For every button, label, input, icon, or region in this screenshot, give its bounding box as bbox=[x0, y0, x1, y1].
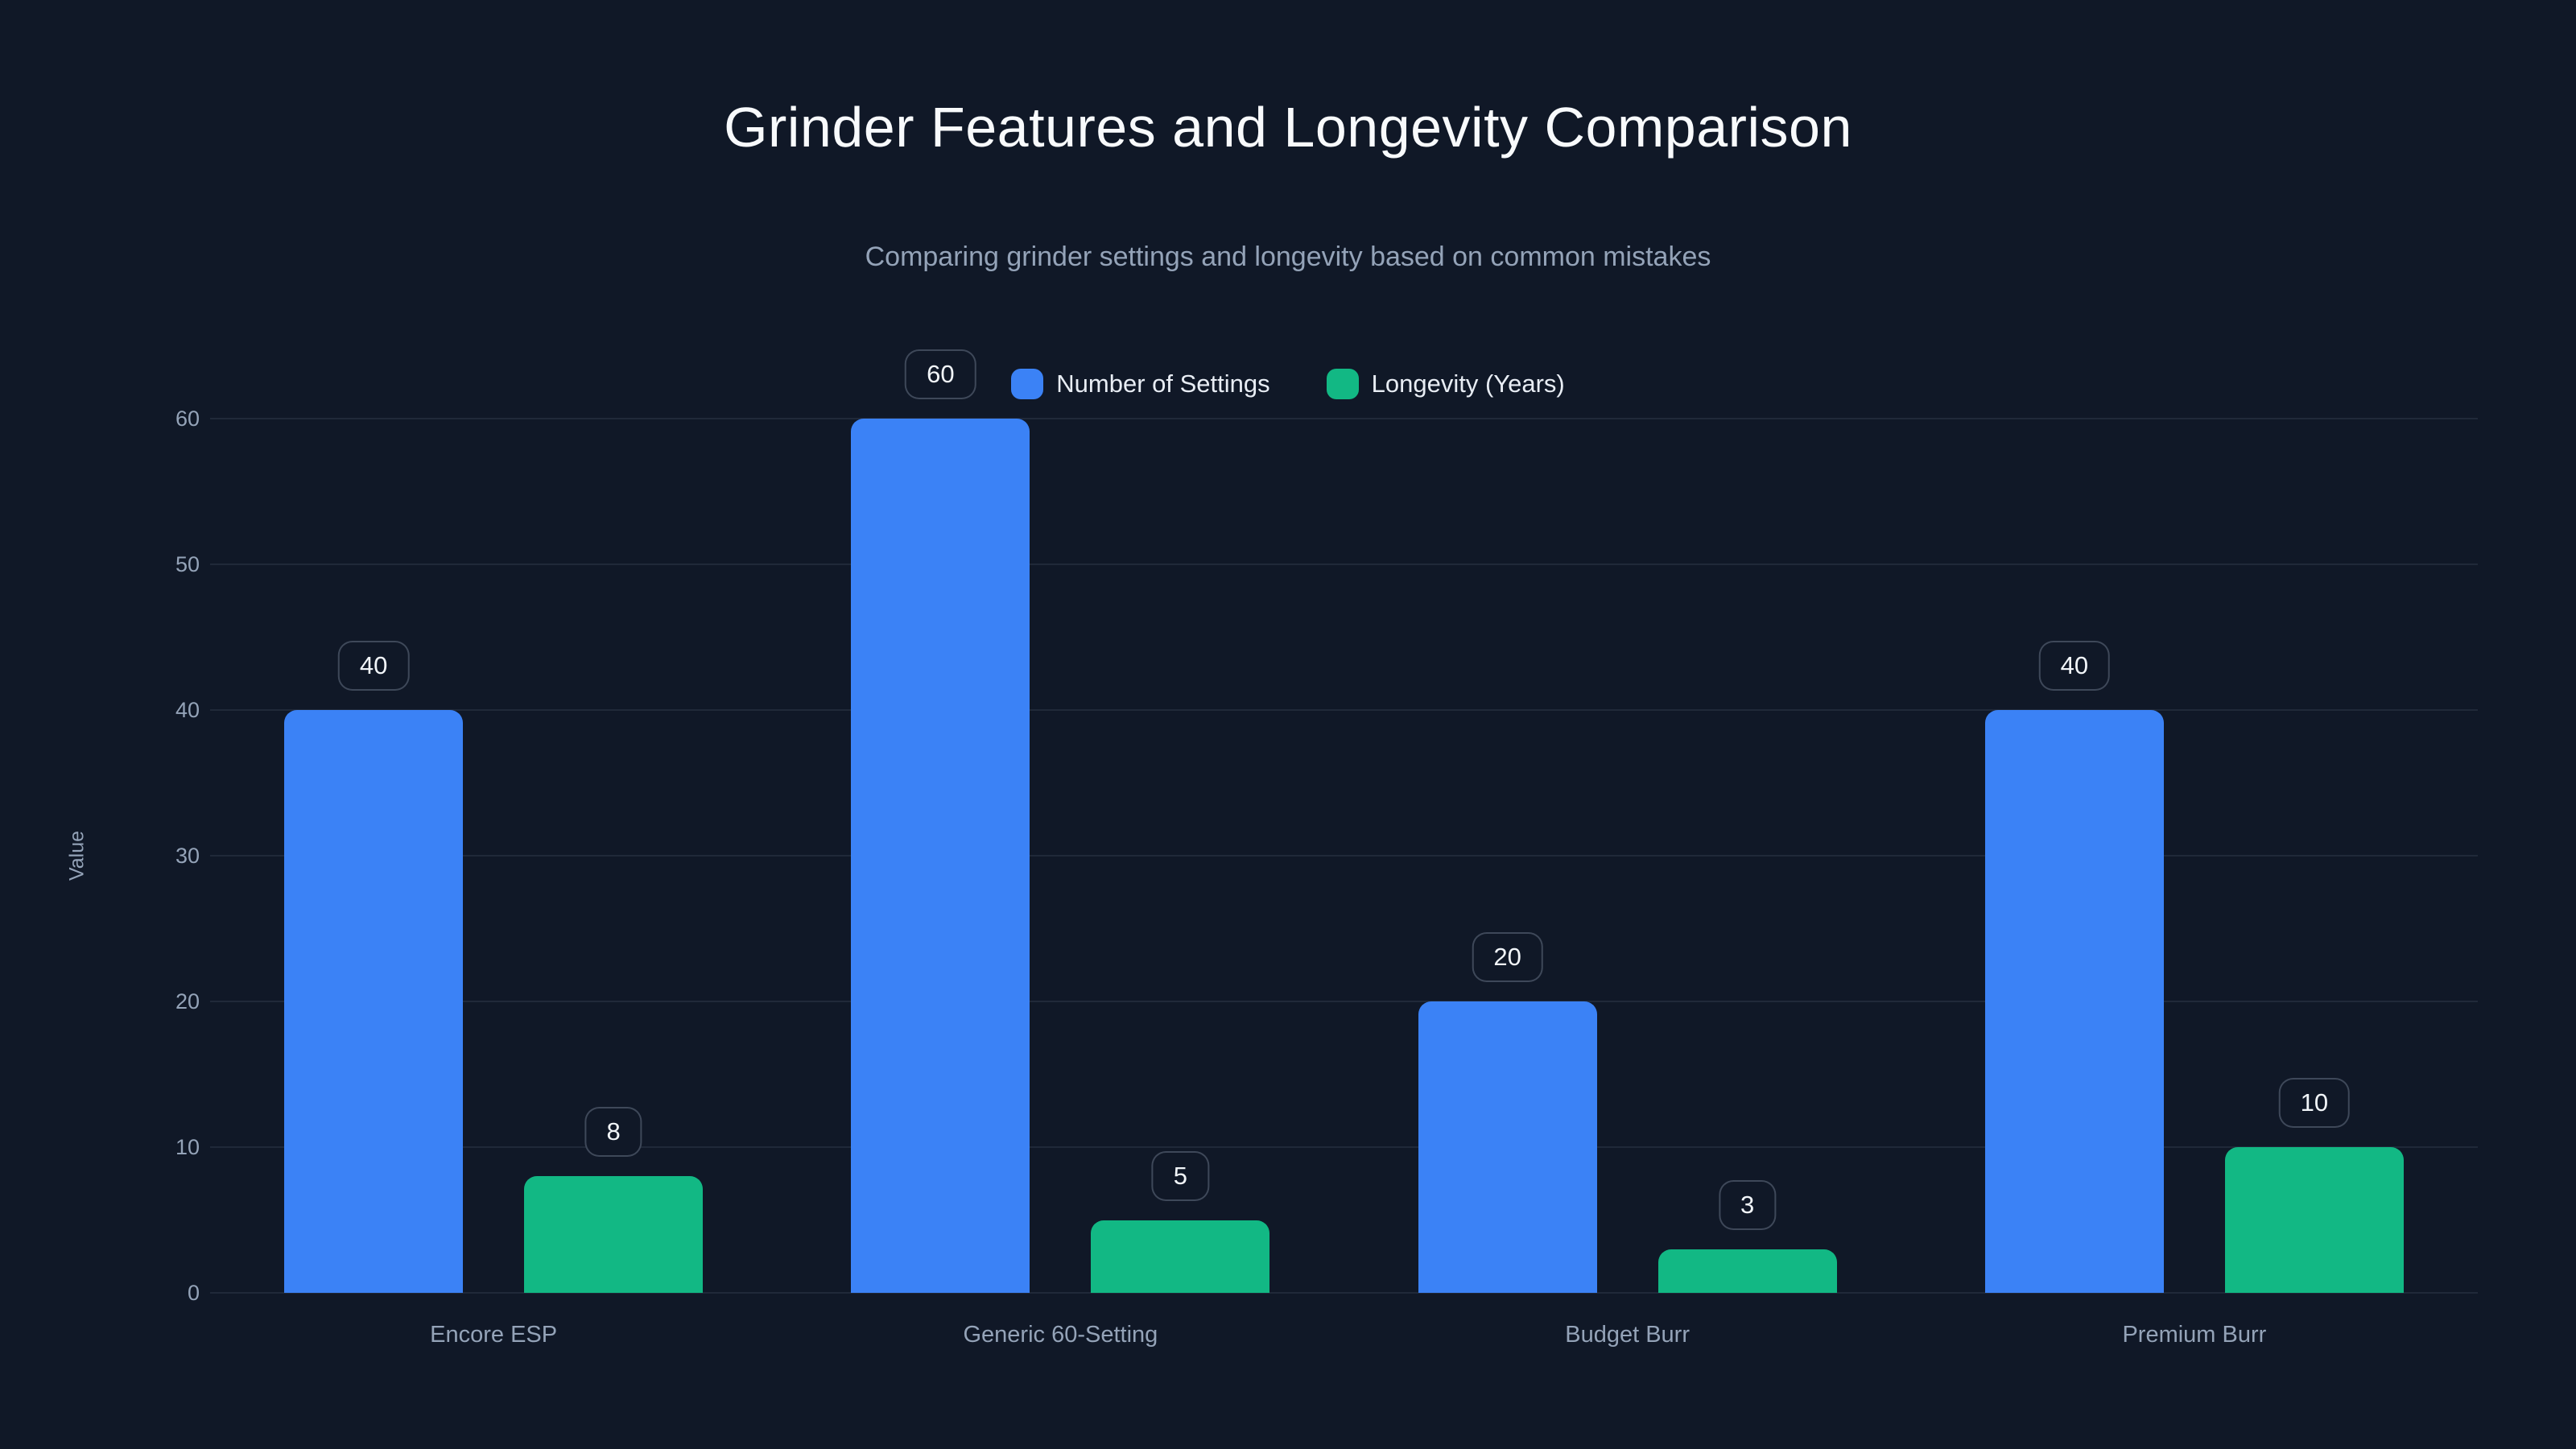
y-axis-tick-label: 30 bbox=[175, 844, 200, 868]
y-axis-tick-label: 60 bbox=[175, 407, 200, 431]
gridline bbox=[210, 1146, 2478, 1149]
category-label: Encore ESP bbox=[430, 1322, 558, 1348]
legend-label: Longevity (Years) bbox=[1371, 369, 1565, 398]
legend-swatch-longevity bbox=[1326, 369, 1359, 399]
gridline bbox=[210, 1001, 2478, 1003]
bar-number-of-settings: 40 bbox=[284, 641, 464, 1293]
gridline bbox=[210, 564, 2478, 565]
bar-group: 20 3 Budget Burr bbox=[1344, 419, 1911, 1348]
bar-group: 40 10 Premium Burr bbox=[1911, 419, 2478, 1348]
gridline bbox=[210, 855, 2478, 857]
bar-group: 60 5 Generic 60-Setting bbox=[777, 349, 1344, 1348]
value-badge: 10 bbox=[2278, 1078, 2351, 1128]
value-badge: 60 bbox=[905, 349, 976, 399]
legend-label: Number of Settings bbox=[1056, 369, 1270, 398]
gridline bbox=[210, 1292, 2478, 1294]
gridline bbox=[210, 709, 2478, 712]
bar-longevity-years-: 10 bbox=[2224, 1078, 2404, 1293]
bar-number-of-settings: 20 bbox=[1418, 932, 1597, 1293]
chart-subtitle: Comparing grinder settings and longevity… bbox=[865, 242, 1711, 272]
value-badge: 40 bbox=[337, 641, 410, 691]
y-axis-tick-label: 0 bbox=[187, 1281, 200, 1305]
gridline bbox=[210, 418, 2478, 419]
y-axis-tick-label: 40 bbox=[175, 698, 200, 723]
value-badge: 3 bbox=[1719, 1179, 1777, 1230]
bar-number-of-settings: 60 bbox=[851, 349, 1030, 1293]
bar-number-of-settings: 40 bbox=[1984, 641, 2164, 1293]
bar-groups: 40 8 Encore ESP 60 5 Generic 60-Setting 20 3 Bud… bbox=[210, 349, 2478, 1348]
y-axis-tick-label: 10 bbox=[175, 1135, 200, 1160]
legend: Number of Settings Longevity (Years) bbox=[0, 369, 2576, 399]
value-badge: 5 bbox=[1151, 1150, 1209, 1201]
category-label: Budget Burr bbox=[1565, 1322, 1690, 1348]
chart-title: Grinder Features and Longevity Compariso… bbox=[724, 96, 1852, 159]
bar-longevity-years-: 3 bbox=[1657, 1179, 1837, 1293]
value-badge: 40 bbox=[2038, 641, 2111, 691]
category-label: Generic 60-Setting bbox=[963, 1322, 1158, 1348]
y-axis: 0 10 20 30 40 50 60 bbox=[0, 407, 200, 1304]
y-axis-tick-label: 20 bbox=[175, 989, 200, 1014]
y-axis-tick-label: 50 bbox=[175, 552, 200, 576]
plot-area: 40 8 Encore ESP 60 5 Generic 60-Setting 20 3 Bud… bbox=[210, 349, 2478, 1348]
legend-item-number-of-settings[interactable]: Number of Settings bbox=[1011, 369, 1270, 399]
value-badge: 8 bbox=[584, 1107, 642, 1158]
bar-group: 40 8 Encore ESP bbox=[210, 419, 777, 1348]
legend-item-longevity[interactable]: Longevity (Years) bbox=[1326, 369, 1565, 399]
category-label: Premium Burr bbox=[2122, 1322, 2267, 1348]
bar-longevity-years-: 8 bbox=[524, 1107, 704, 1293]
legend-swatch-settings bbox=[1011, 369, 1044, 399]
value-badge: 20 bbox=[1472, 932, 1543, 982]
bar-longevity-years-: 5 bbox=[1091, 1150, 1270, 1293]
